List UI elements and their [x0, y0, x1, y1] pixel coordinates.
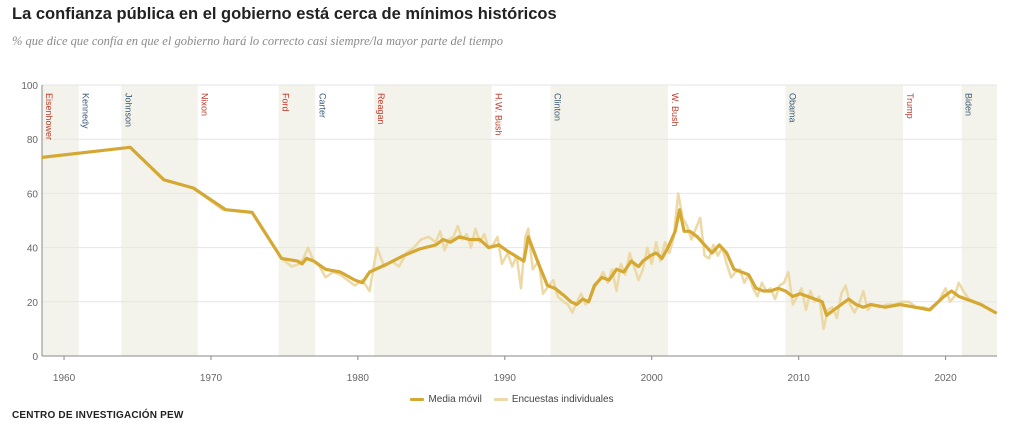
president-label: Johnson [123, 93, 133, 127]
term-shade [961, 85, 997, 356]
x-tick-label: 1970 [200, 373, 223, 384]
president-label: W. Bush [670, 93, 680, 127]
y-tick-label: 40 [27, 244, 39, 255]
series-line-moving-average [42, 145, 997, 317]
x-tick-label: 2010 [788, 373, 811, 384]
president-label: Obama [787, 93, 797, 123]
y-tick-label: 100 [21, 81, 38, 92]
president-label: Clinton [552, 93, 562, 121]
chart-title: La confianza pública en el gobierno está… [12, 5, 557, 23]
legend-item-moving-average: Media móvil [410, 394, 482, 405]
term-shade [42, 85, 79, 356]
x-tick-label: 2020 [934, 373, 957, 384]
y-tick-label: 0 [32, 352, 38, 363]
legend-item-individual-polls: Encuestas individuales [493, 394, 614, 405]
president-label: Carter [317, 93, 327, 118]
president-label: Trump [905, 93, 915, 119]
source-credit: CENTRO DE INVESTIGACIÓN PEW [12, 410, 184, 421]
legend-label: Encuestas individuales [511, 394, 614, 405]
president-label: H.W. Bush [494, 93, 504, 136]
president-label: Eisenhower [44, 93, 54, 140]
x-tick-label: 1960 [53, 373, 76, 384]
y-tick-label: 80 [27, 135, 39, 146]
legend-swatch [410, 398, 425, 401]
line-chart: Eisenhower Kennedy Johnson Nixon Ford Carter R… [21, 81, 997, 384]
chart-subtitle: % que dice que confía en que el gobierno… [12, 34, 503, 48]
president-label: Kennedy [81, 93, 91, 129]
term-shade [374, 85, 492, 356]
axes: 0 20 40 60 80 100 1960 1970 1980 1990 2000 2010 2020 [21, 81, 997, 384]
term-shade [121, 85, 198, 356]
legend: Media móvil Encuestas individuales [0, 394, 1024, 405]
x-tick-label: 1980 [347, 373, 370, 384]
president-label: Ford [281, 93, 291, 112]
presidential-term-shading [42, 85, 997, 356]
x-tick-label: 1990 [494, 373, 517, 384]
president-label: Biden [964, 93, 974, 116]
term-shade [550, 85, 668, 356]
president-labels: Eisenhower Kennedy Johnson Nixon Ford Carter R… [44, 93, 974, 140]
x-tick-label: 2000 [641, 373, 664, 384]
president-label: Nixon [200, 93, 210, 116]
gridlines [42, 84, 997, 303]
series-lines [42, 145, 997, 331]
y-tick-label: 60 [27, 189, 39, 200]
term-shade [278, 85, 316, 356]
term-shade [785, 85, 903, 356]
legend-swatch [493, 398, 508, 401]
legend-label: Media móvil [428, 394, 482, 405]
y-tick-label: 20 [27, 298, 39, 309]
president-label: Reagan [376, 93, 386, 125]
